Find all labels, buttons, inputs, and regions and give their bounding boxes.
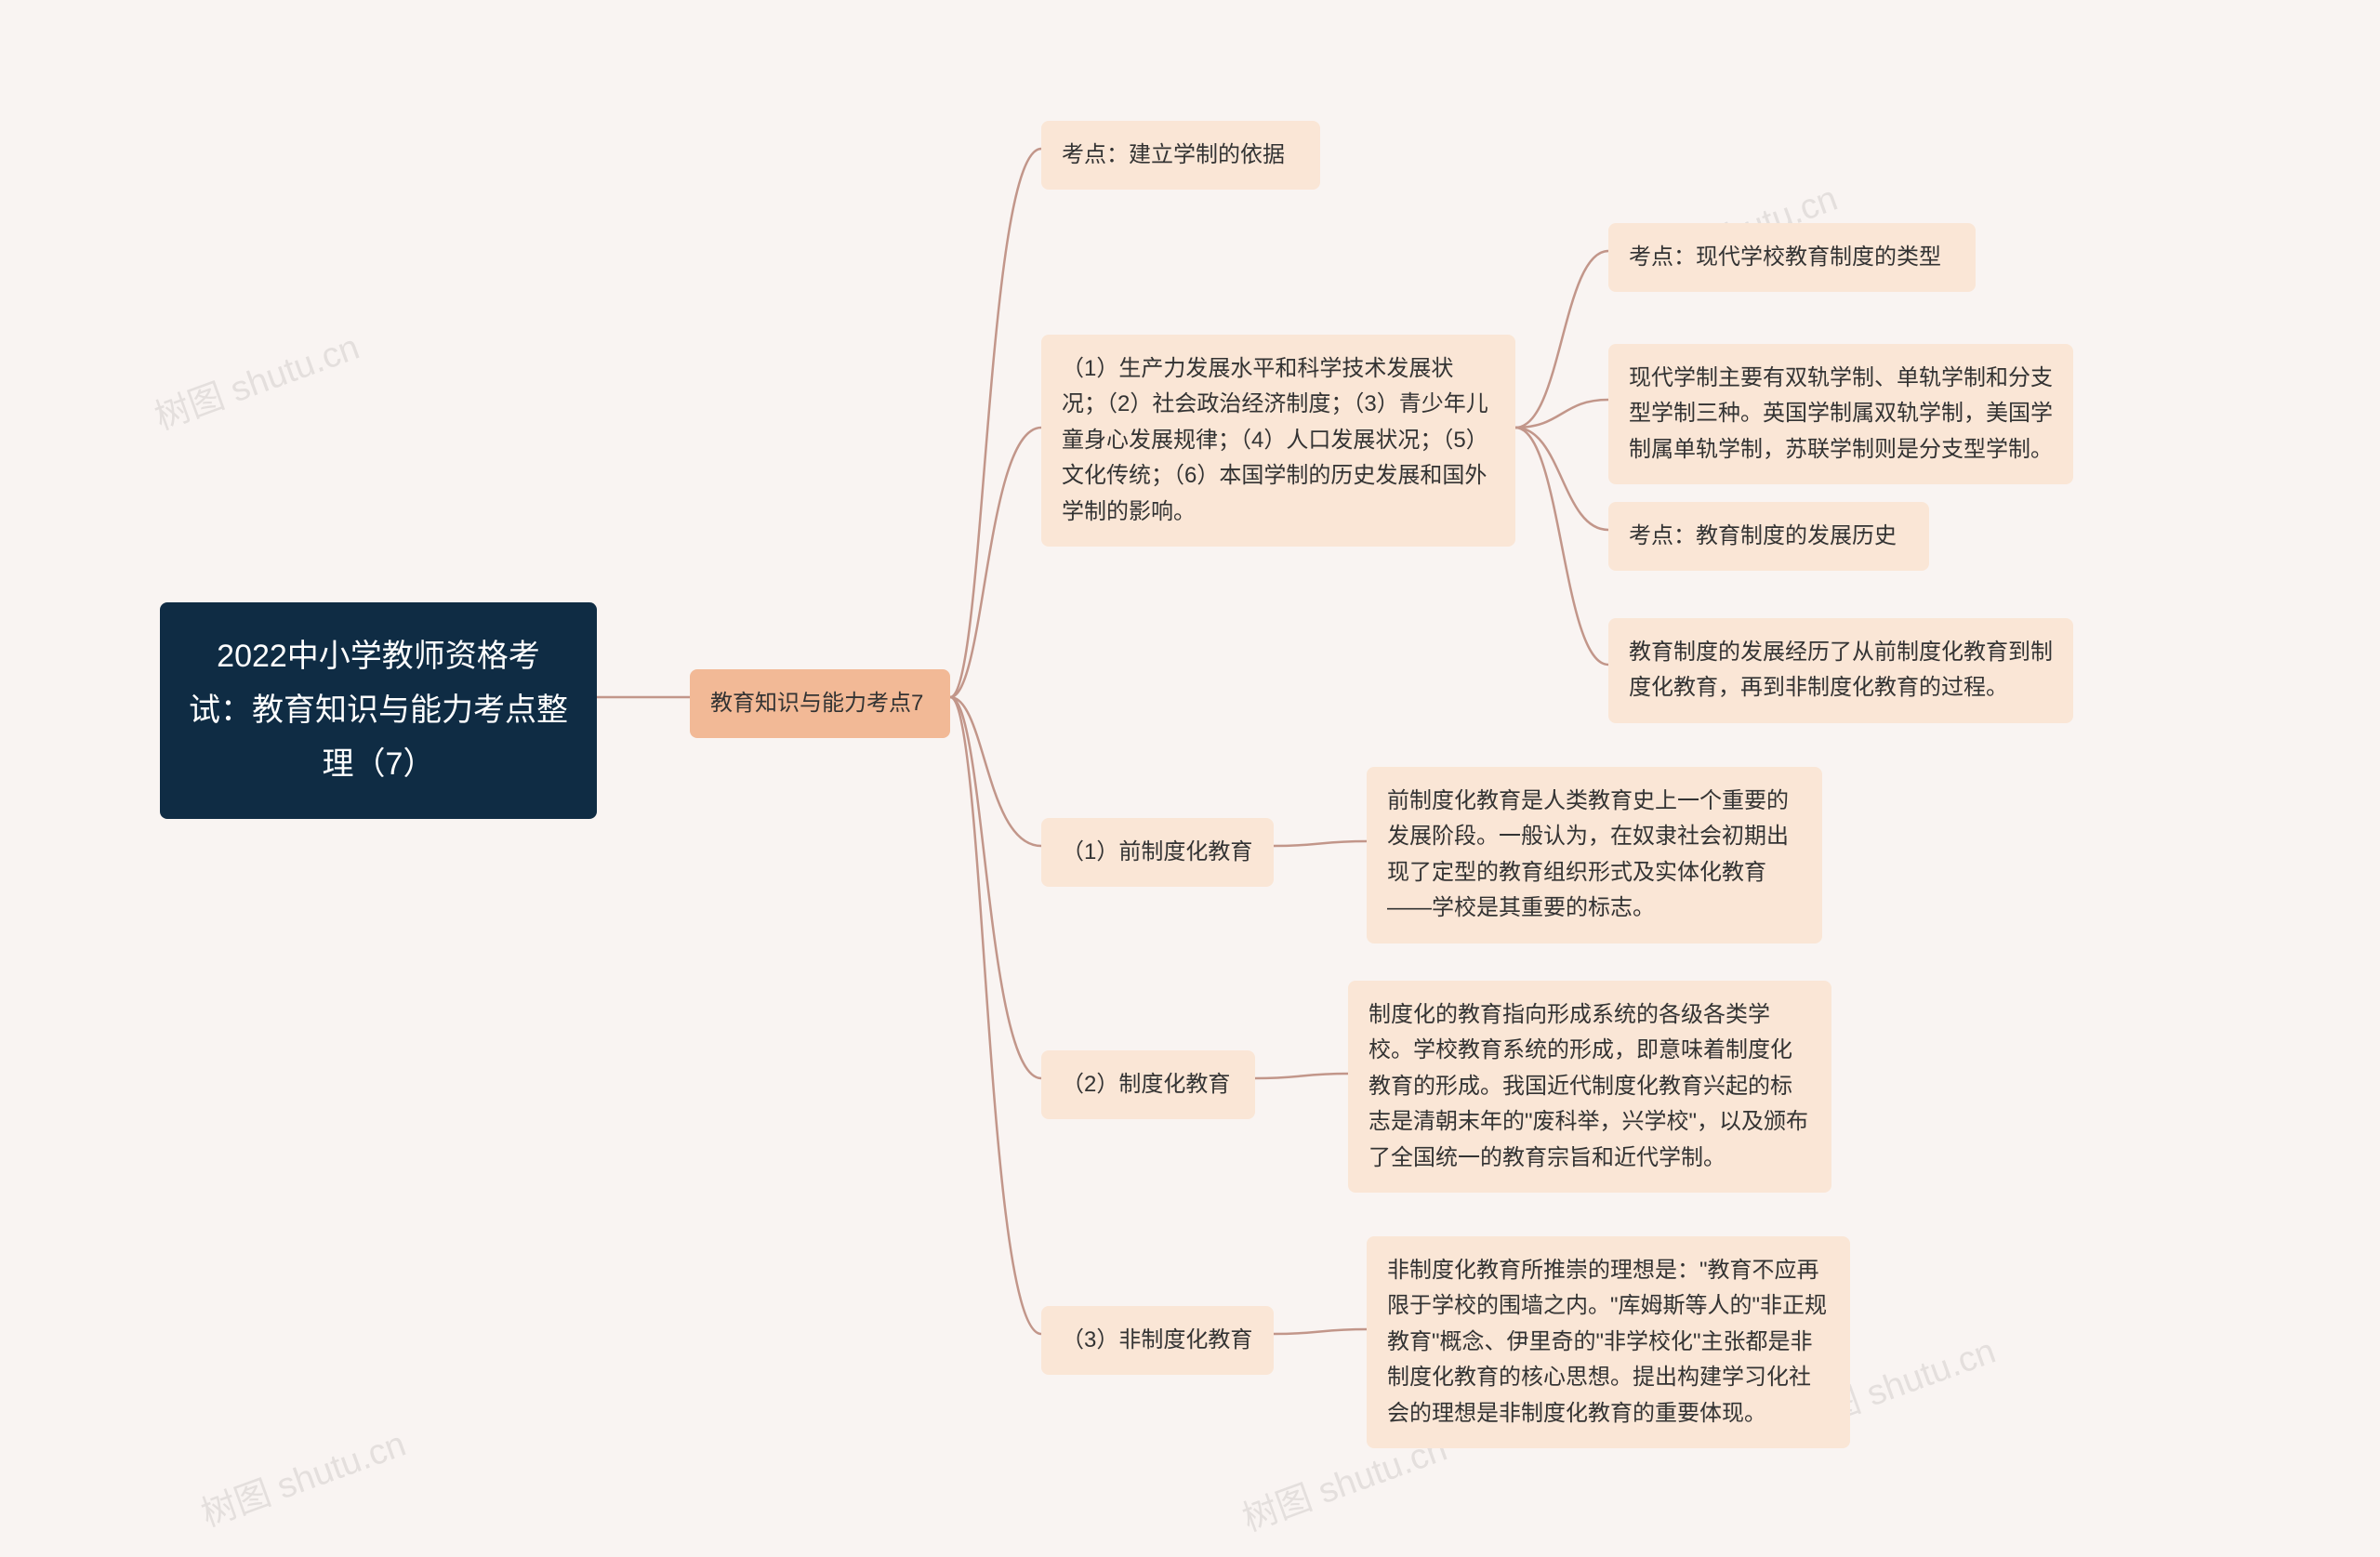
mindmap-node: （1）前制度化教育 [1041, 818, 1274, 887]
mindmap-node: 现代学制主要有双轨学制、单轨学制和分支型学制三种。英国学制属双轨学制，美国学制属… [1608, 344, 2073, 484]
watermark: 树图 shutu.cn [193, 1415, 412, 1536]
mindmap-node: 制度化的教育指向形成系统的各级各类学校。学校教育系统的形成，即意味着制度化教育的… [1348, 981, 1831, 1193]
mindmap-node: 前制度化教育是人类教育史上一个重要的发展阶段。一般认为，在奴隶社会初期出现了定型… [1367, 767, 1822, 943]
mindmap-node: （1）生产力发展水平和科学技术发展状况；（2）社会政治经济制度；（3）青少年儿童… [1041, 335, 1515, 547]
mindmap-root: 2022中小学教师资格考试：教育知识与能力考点整理（7） [160, 602, 597, 819]
watermark: 树图 shutu.cn [147, 318, 365, 439]
mindmap-node: （2）制度化教育 [1041, 1050, 1255, 1119]
mindmap-node: 非制度化教育所推崇的理想是："教育不应再限于学校的围墙之内。"库姆斯等人的"非正… [1367, 1236, 1850, 1448]
mindmap-node-level1: 教育知识与能力考点7 [690, 669, 950, 738]
mindmap-node: 教育制度的发展经历了从前制度化教育到制度化教育，再到非制度化教育的过程。 [1608, 618, 2073, 723]
mindmap-node: 考点：现代学校教育制度的类型 [1608, 223, 1976, 292]
mindmap-node: （3）非制度化教育 [1041, 1306, 1274, 1375]
mindmap-node: 考点：建立学制的依据 [1041, 121, 1320, 190]
mindmap-node: 考点：教育制度的发展历史 [1608, 502, 1929, 571]
